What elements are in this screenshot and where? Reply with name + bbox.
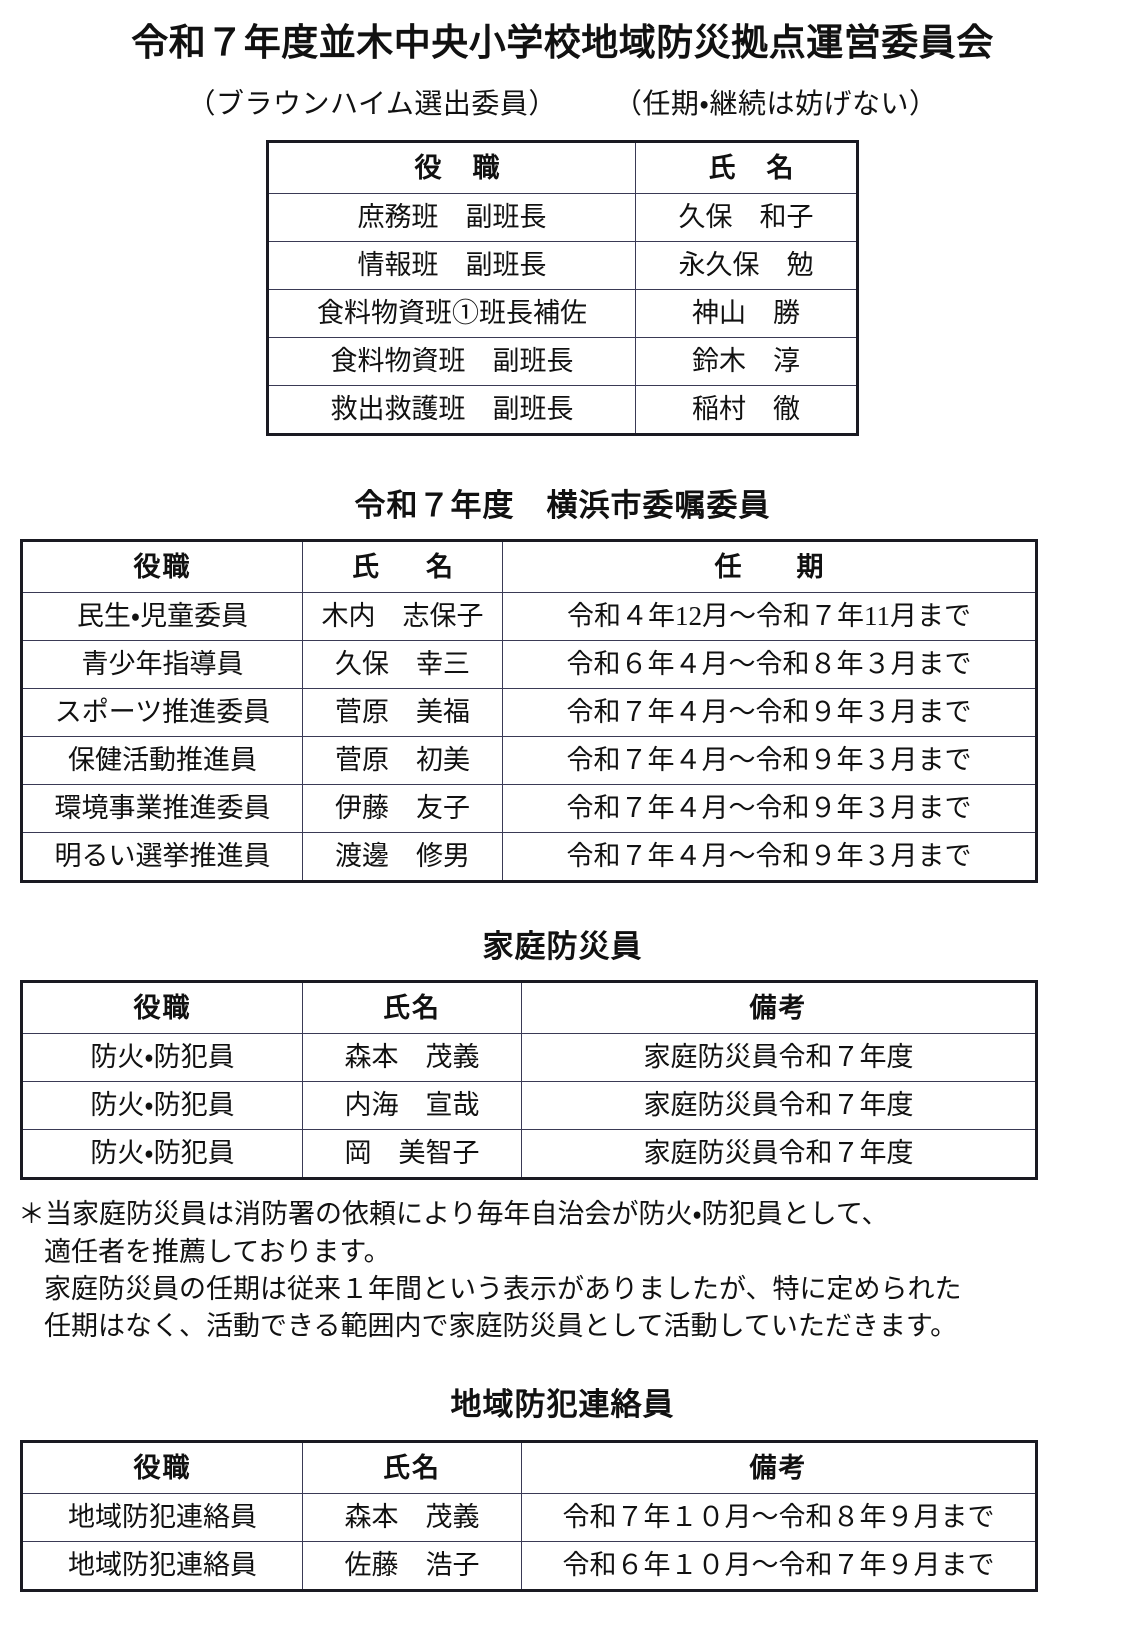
table-row: 食料物資班①班長補佐 神山 勝 [267,289,858,339]
cell-name: 木内 志保子 [302,592,503,642]
table-row: 明るい選挙推進員 渡邊 修男 令和７年４月〜令和９年３月まで [21,832,1037,883]
cell-role: 救出救護班 副班長 [267,385,636,436]
cell-note: 令和７年１０月〜令和８年９月まで [521,1493,1037,1543]
cell-role: 防火・防犯員 [21,1033,303,1083]
cell-role: 保健活動推進員 [21,736,303,786]
cell-role: 防火・防犯員 [21,1129,303,1180]
cell-role: 環境事業推進委員 [21,784,303,834]
column-header-name: 氏名 [302,981,522,1035]
column-header-name: 氏 名 [635,141,858,195]
cell-note: 家庭防災員令和７年度 [521,1033,1037,1083]
note-line-2: 適任者を推薦しております。 [44,1236,391,1267]
note-line-3: 家庭防災員の任期は従来１年間という表示がありましたが、特に定められた [44,1273,962,1304]
table-row: 防火・防犯員 岡 美智子 家庭防災員令和７年度 [21,1129,1037,1180]
cell-name: 森本 茂義 [302,1493,522,1543]
committee-table: 役 職 氏 名 庶務班 副班長 久保 和子 情報班 副班長 永久保 勉 食料物資… [266,140,859,437]
cell-term: 令和７年４月〜令和９年３月まで [502,688,1037,738]
cell-name: 菅原 初美 [302,736,503,786]
city-commissioned-table: 役職 氏 名 任 期 民生・児童委員 木内 志保子 令和４年12月〜令和７年11… [20,539,1038,884]
column-header-role: 役職 [21,981,303,1035]
cell-role: 防火・防犯員 [21,1081,303,1131]
table-header-row: 役職 氏名 備考 [21,1441,1037,1495]
column-header-note: 備考 [521,981,1037,1035]
cell-name: 伊藤 友子 [302,784,503,834]
table-row: 庶務班 副班長 久保 和子 [267,193,858,243]
table-row: 救出救護班 副班長 稲村 徹 [267,385,858,436]
table-row: 地域防犯連絡員 森本 茂義 令和７年１０月〜令和８年９月まで [21,1493,1037,1543]
cell-note: 家庭防災員令和７年度 [521,1129,1037,1180]
cell-note: 令和６年１０月〜令和７年９月まで [521,1541,1037,1592]
subtitle-term-note: （任期・継続は妨げない） [613,89,938,121]
section-title-city: 令和７年度 横浜市委嘱委員 [354,488,771,524]
cell-note: 家庭防災員令和７年度 [521,1081,1037,1131]
cell-name: 内海 宣哉 [302,1081,522,1131]
cell-name: 久保 和子 [635,193,858,243]
cell-role: 地域防犯連絡員 [21,1493,303,1543]
cell-role: 庶務班 副班長 [267,193,636,243]
cell-name: 佐藤 浩子 [302,1541,522,1592]
table-row: 防火・防犯員 内海 宣哉 家庭防災員令和７年度 [21,1081,1037,1131]
table-row: 保健活動推進員 菅原 初美 令和７年４月〜令和９年３月まで [21,736,1037,786]
cell-name: 森本 茂義 [302,1033,522,1083]
cell-name: 岡 美智子 [302,1129,522,1180]
note-line-1: ＊当家庭防災員は消防署の依頼により毎年自治会が防火・防犯員として、 [18,1199,889,1230]
cell-name: 菅原 美福 [302,688,503,738]
table-header-row: 役 職 氏 名 [267,141,858,195]
home-disaster-note: ＊当家庭防災員は消防署の依頼により毎年自治会が防火・防犯員として、 適任者を推薦… [18,1196,1125,1345]
column-header-name: 氏 名 [302,540,503,594]
section-title-home: 家庭防災員 [482,929,643,965]
cell-name: 渡邊 修男 [302,832,503,883]
note-line-4: 任期はなく、活動できる範囲内で家庭防災員として活動していただきます。 [44,1311,958,1342]
cell-role: 明るい選挙推進員 [21,832,303,883]
cell-role: スポーツ推進委員 [21,688,303,738]
page-title: 令和７年度並木中央小学校地域防災拠点運営委員会 [131,23,994,64]
cell-term: 令和７年４月〜令和９年３月まで [502,832,1037,883]
table-row: 食料物資班 副班長 鈴木 淳 [267,337,858,387]
cell-role: 青少年指導員 [21,640,303,690]
cell-name: 神山 勝 [635,289,858,339]
cell-role: 民生・児童委員 [21,592,303,642]
table-row: 環境事業推進委員 伊藤 友子 令和７年４月〜令和９年３月まで [21,784,1037,834]
cell-term: 令和６年４月〜令和８年３月まで [502,640,1037,690]
table-row: 青少年指導員 久保 幸三 令和６年４月〜令和８年３月まで [21,640,1037,690]
cell-role: 食料物資班 副班長 [267,337,636,387]
table-row: スポーツ推進委員 菅原 美福 令和７年４月〜令和９年３月まで [21,688,1037,738]
crime-liaison-table: 役職 氏名 備考 地域防犯連絡員 森本 茂義 令和７年１０月〜令和８年９月まで … [20,1440,1038,1593]
cell-term: 令和７年４月〜令和９年３月まで [502,784,1037,834]
table-header-row: 役職 氏名 備考 [21,981,1037,1035]
document-subtitle: （ブラウンハイム選出委員） （任期・継続は妨げない） [0,82,1125,122]
column-header-term: 任 期 [502,540,1037,594]
cell-term: 令和４年12月〜令和７年11月まで [502,592,1037,642]
column-header-role: 役職 [21,540,303,594]
subtitle-selected-by: （ブラウンハイム選出委員） [187,89,557,121]
cell-role: 地域防犯連絡員 [21,1541,303,1592]
table-row: 防火・防犯員 森本 茂義 家庭防災員令和７年度 [21,1033,1037,1083]
cell-role: 食料物資班①班長補佐 [267,289,636,339]
table-row: 地域防犯連絡員 佐藤 浩子 令和６年１０月〜令和７年９月まで [21,1541,1037,1592]
cell-name: 久保 幸三 [302,640,503,690]
column-header-note: 備考 [521,1441,1037,1495]
table-header-row: 役職 氏 名 任 期 [21,540,1037,594]
cell-name: 永久保 勉 [635,241,858,291]
cell-name: 鈴木 淳 [635,337,858,387]
document-page: 令和７年度並木中央小学校地域防災拠点運営委員会 （ブラウンハイム選出委員） （任… [0,22,1125,1633]
column-header-role: 役職 [21,1441,303,1495]
table-row: 民生・児童委員 木内 志保子 令和４年12月〜令和７年11月まで [21,592,1037,642]
section-title-crime: 地域防犯連絡員 [450,1387,675,1423]
cell-name: 稲村 徹 [635,385,858,436]
home-disaster-table: 役職 氏名 備考 防火・防犯員 森本 茂義 家庭防災員令和７年度 防火・防犯員 … [20,980,1038,1181]
cell-role: 情報班 副班長 [267,241,636,291]
column-header-role: 役 職 [267,141,636,195]
column-header-name: 氏名 [302,1441,522,1495]
cell-term: 令和７年４月〜令和９年３月まで [502,736,1037,786]
table-row: 情報班 副班長 永久保 勉 [267,241,858,291]
